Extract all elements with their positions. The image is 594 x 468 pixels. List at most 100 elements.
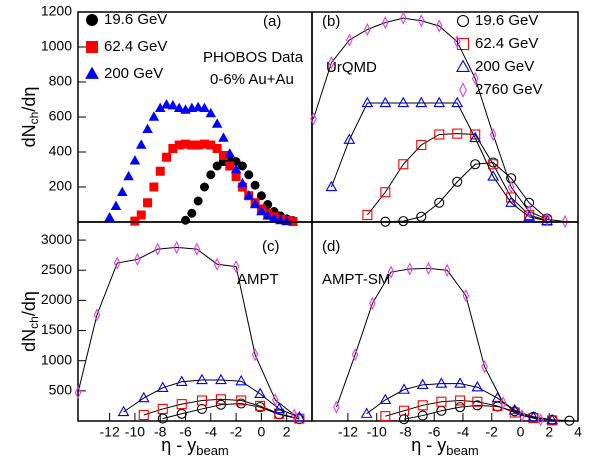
y-axis-label-part: dN [19, 329, 39, 352]
marker [175, 375, 188, 386]
marker [380, 411, 391, 422]
marker [290, 408, 298, 422]
marker [199, 102, 210, 112]
marker [398, 383, 410, 394]
marker [148, 111, 160, 121]
y-tick-label: 1000 [41, 38, 72, 54]
legend-label: 19.6 GeV [475, 12, 538, 29]
x-axis-label-part: beam [196, 443, 229, 458]
marker [343, 133, 356, 144]
marker [256, 205, 267, 216]
marker [561, 214, 569, 229]
marker [235, 374, 248, 386]
marker [218, 132, 229, 142]
marker [173, 102, 185, 112]
marker [273, 402, 286, 414]
marker [224, 148, 236, 158]
marker [213, 257, 221, 271]
marker [436, 396, 447, 407]
marker [417, 400, 428, 411]
marker [181, 215, 191, 225]
marker [254, 387, 267, 399]
marker [527, 411, 540, 422]
x-tick-label: -2 [486, 424, 499, 440]
marker [453, 35, 461, 49]
marker [380, 187, 391, 198]
marker [434, 197, 445, 208]
marker [351, 348, 359, 362]
marker [369, 296, 376, 311]
series-line [143, 398, 300, 420]
x-tick-label: 2 [283, 424, 291, 440]
x-tick-label: 2 [545, 424, 553, 440]
marker [455, 402, 466, 413]
marker [472, 396, 483, 407]
legend-marker [86, 14, 98, 26]
marker [161, 99, 172, 109]
legend-label: 19.6 GeV [104, 11, 167, 28]
x-axis-label-part: beam [446, 443, 479, 458]
marker [397, 96, 410, 108]
marker [417, 410, 428, 421]
x-tick-label: 4 [574, 424, 582, 440]
marker [398, 216, 409, 227]
series-line [123, 379, 300, 418]
x-tick-label: -10 [125, 424, 145, 440]
marker [212, 144, 222, 153]
y-tick-label: 1000 [41, 351, 72, 367]
series-line [385, 399, 553, 421]
marker [196, 403, 208, 414]
marker [471, 380, 484, 392]
y-axis-label: dNch/dη [19, 87, 41, 148]
marker [564, 415, 575, 426]
marker [425, 261, 432, 276]
marker [499, 396, 507, 410]
legend-marker [459, 82, 467, 98]
marker [417, 14, 425, 28]
legend-label: 200 GeV [475, 58, 534, 75]
y-tick-label: 400 [49, 143, 73, 159]
marker [93, 308, 101, 322]
x-tick-label: -8 [154, 424, 167, 440]
marker [176, 408, 187, 419]
marker [236, 395, 247, 406]
marker [455, 395, 466, 406]
marker [193, 242, 201, 256]
x-tick-label: -2 [230, 424, 243, 440]
marker [406, 262, 414, 276]
marker [243, 190, 255, 200]
marker [110, 200, 122, 210]
marker [398, 405, 410, 416]
marker [136, 210, 146, 220]
y-tick-label: 1500 [41, 321, 72, 337]
marker [471, 71, 479, 86]
y-axis-label-part: ch [27, 112, 41, 125]
x-axis-label: η - ybeam [411, 435, 479, 459]
marker [256, 191, 266, 201]
marker [462, 288, 470, 303]
marker [434, 129, 445, 140]
annotation: (a) [263, 13, 281, 30]
marker [167, 100, 179, 110]
marker [187, 208, 197, 218]
marker [249, 198, 261, 209]
y-tick-label: 2500 [41, 261, 72, 277]
marker [328, 56, 335, 70]
x-tick-label: -10 [367, 424, 387, 440]
marker [138, 409, 149, 421]
annotation: (b) [322, 13, 340, 30]
marker [537, 413, 544, 427]
legend-label: 2760 GeV [475, 81, 543, 98]
x-tick-label: -6 [428, 424, 441, 440]
marker [435, 377, 448, 388]
annotation: AMPT-SM [322, 271, 390, 288]
marker [232, 259, 240, 274]
marker [262, 210, 273, 220]
marker [346, 33, 353, 47]
marker [416, 378, 429, 389]
marker [505, 196, 518, 207]
series-line [335, 267, 541, 421]
legend-label: 62.4 GeV [475, 35, 538, 52]
marker [399, 11, 407, 25]
